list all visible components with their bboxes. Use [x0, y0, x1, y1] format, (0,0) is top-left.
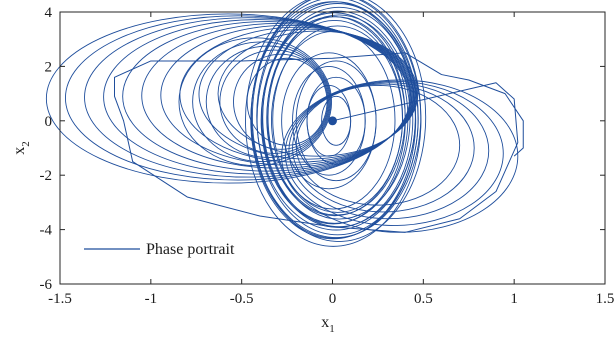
trajectory-loop: [295, 84, 461, 206]
trajectory-loop: [251, 0, 427, 242]
trajectory-loop: [141, 22, 415, 169]
trajectory-loop: [122, 21, 414, 172]
y-tick-label: 2: [45, 59, 53, 75]
curve-layer: [45, 0, 524, 247]
trajectory-loops: [45, 0, 519, 247]
y-tick-label: 0: [45, 114, 53, 130]
y-tick-label: -6: [40, 277, 53, 293]
trajectory-loop: [284, 80, 504, 226]
trajectory-loop: [219, 49, 330, 154]
x-tick-label: -1: [145, 291, 158, 307]
trajectory-loop: [103, 19, 413, 175]
series-phase-portrait-line: [114, 52, 524, 233]
trajectory-loop: [292, 83, 475, 213]
x-tick-label: 0: [329, 291, 337, 307]
x-tick-label: -1.5: [48, 291, 72, 307]
trajectory-loop: [295, 60, 377, 182]
y-axis-label-sub: 2: [20, 141, 32, 147]
x-tick-label: 1: [510, 291, 518, 307]
trajectory-loop: [192, 41, 332, 163]
trajectory-loop: [321, 95, 352, 146]
legend-label: Phase portrait: [146, 241, 235, 258]
x-tick-label: 1.5: [596, 291, 615, 307]
trajectory-loop: [233, 53, 329, 150]
trajectory-loop: [179, 26, 417, 163]
y-axis-label-main: x: [11, 147, 28, 155]
trajectory-loop: [217, 30, 419, 157]
trajectory-loop: [160, 24, 416, 166]
center-point: [328, 116, 337, 126]
x-axis-label-sub: 1: [329, 323, 335, 335]
trajectory-loop: [288, 82, 490, 220]
y-tick-label: -4: [40, 223, 53, 239]
trajectory-loop: [281, 79, 519, 233]
x-axis-label: x1: [321, 314, 335, 335]
trajectory-loop: [205, 45, 331, 158]
trajectory-loop: [64, 15, 412, 181]
y-axis-label: x2: [11, 141, 32, 155]
trajectory-loop: [84, 17, 412, 178]
trajectory-loop: [198, 28, 418, 160]
legend: Phase portrait: [84, 241, 235, 258]
trajectory-loop: [246, 57, 328, 146]
x-axis-label-main: x: [321, 314, 329, 331]
tick-layer: -1.5 -1 -0.5 0 0.5 1 1.5 -6 -4 -2 0 2 4: [40, 5, 615, 307]
x-tick-label: -0.5: [230, 291, 254, 307]
x-tick-label: 0.5: [414, 291, 433, 307]
y-tick-label: 4: [45, 5, 53, 21]
trajectory-loop: [245, 0, 422, 247]
y-tick-label: -2: [40, 168, 53, 184]
trajectory-loop: [45, 13, 411, 184]
trajectory-loop: [178, 37, 333, 167]
